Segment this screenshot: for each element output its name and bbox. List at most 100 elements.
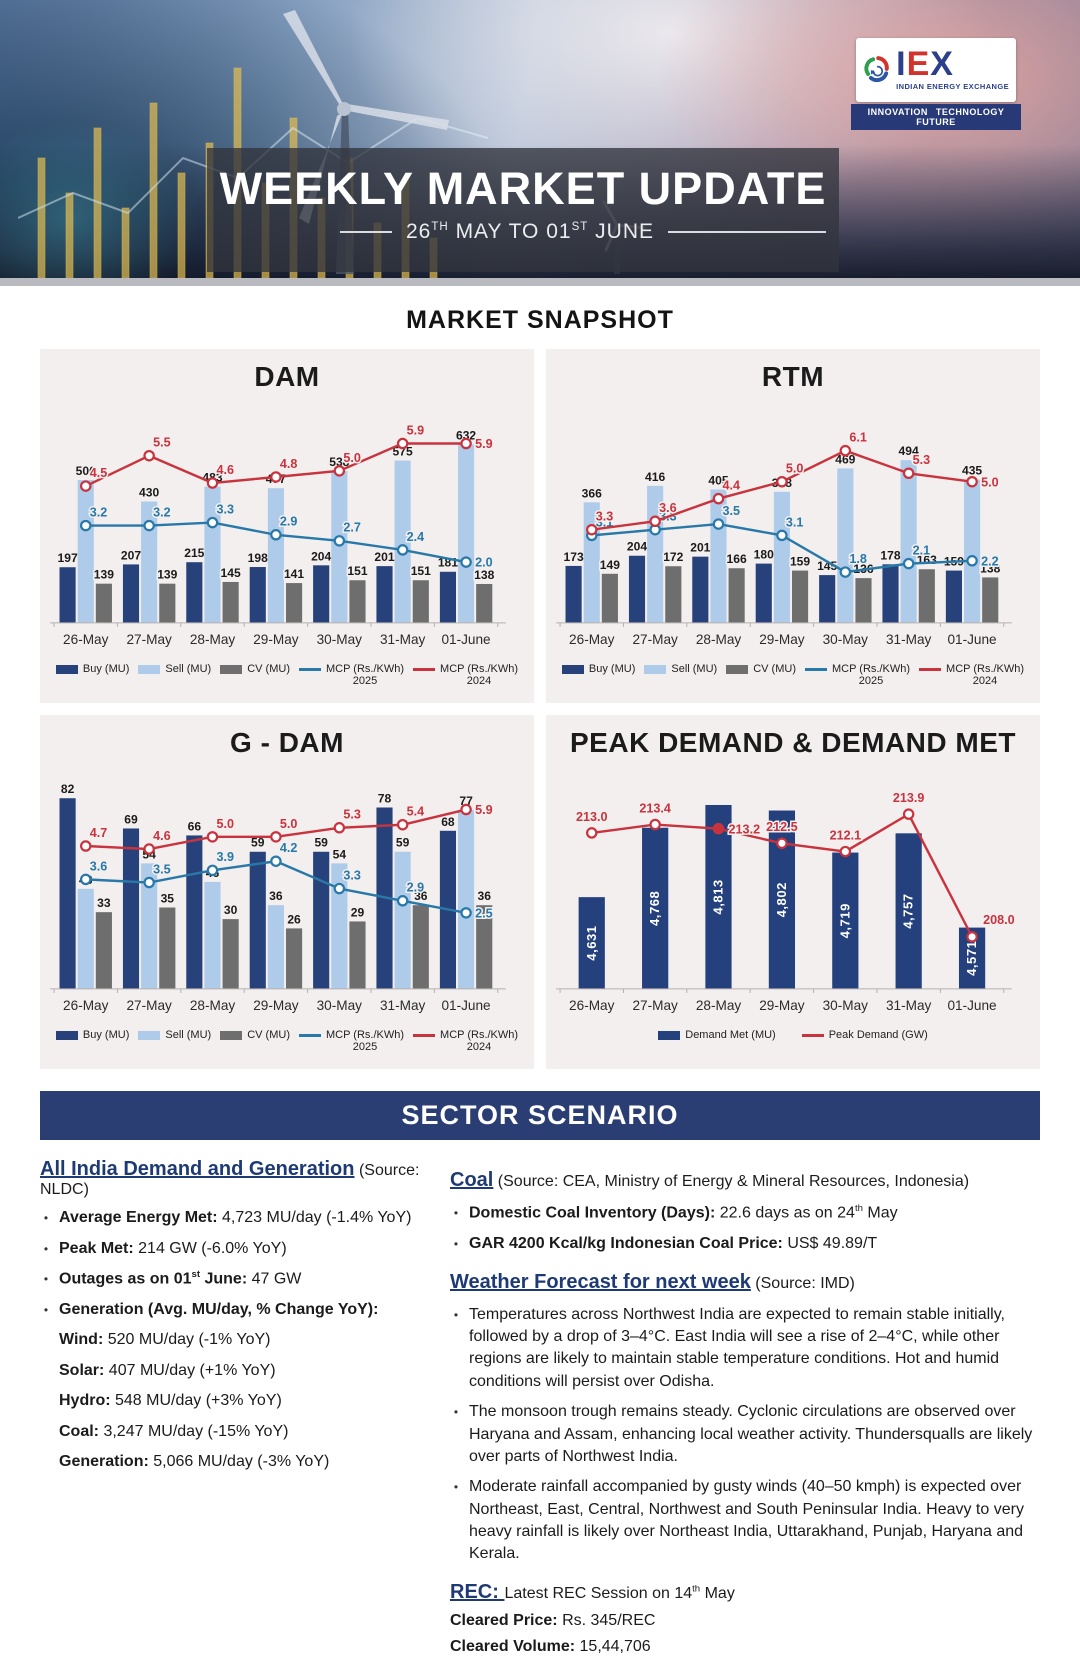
svg-text:31-May: 31-May — [380, 998, 426, 1013]
bar-series-cv-mu: 139 139 145 141 151 151 138 — [92, 563, 496, 623]
legend-item-mcp-rs-kwh-2025: MCP (Rs./KWh) 2025 — [299, 663, 404, 687]
svg-text:31-May: 31-May — [886, 632, 932, 647]
svg-text:405: 405 — [708, 473, 728, 487]
text-segment: Generation: — [59, 1452, 154, 1470]
svg-text:469: 469 — [835, 452, 855, 466]
dam-chart-legend: Buy (MU) Sell (MU) CV (MU) MCP (Rs./KWh) 202… — [46, 663, 528, 695]
list-item-text: Temperatures across Northwest India are … — [469, 1304, 1040, 1394]
text-segment: 520 MU/day (-1% YoY) — [107, 1331, 271, 1349]
text-segment: Outages as on 01 — [59, 1270, 192, 1288]
svg-text:01-June: 01-June — [947, 632, 996, 647]
svg-text:5.5: 5.5 — [153, 436, 171, 450]
peak-demand-chart-title: PEAK DEMAND & DEMAND MET — [570, 727, 1016, 759]
text-segment: 4,723 MU/day (-1.4% YoY) — [222, 1209, 412, 1227]
rtm-chart-legend: Buy (MU) Sell (MU) CV (MU) MCP (Rs./KWh) 202… — [552, 663, 1034, 695]
svg-text:180: 180 — [754, 548, 774, 562]
text-segment: Generation (Avg. MU/day, % Change YoY): — [59, 1300, 379, 1318]
list-item-text: GAR 4200 Kcal/kg Indonesian Coal Price: … — [469, 1233, 877, 1255]
legend-swatch — [138, 1031, 161, 1041]
iex-logo-card: IEX INDIAN ENERGY EXCHANGE — [856, 38, 1016, 102]
iex-swirl-icon — [864, 56, 889, 83]
list-item: • The monsoon trough remains steady. Cycl… — [450, 1401, 1040, 1468]
date-range: 26TH MAY TO 01ST JUNE — [406, 220, 654, 244]
legend-swatch — [299, 1034, 321, 1038]
legend-label: MCP (Rs./KWh) 2024 — [440, 663, 519, 688]
svg-text:207: 207 — [121, 548, 141, 562]
svg-text:159: 159 — [790, 555, 810, 569]
legend-label: Buy (MU) — [82, 663, 130, 676]
legend-label: MCP (Rs./KWh) 2024 — [440, 1029, 519, 1054]
svg-text:2.5: 2.5 — [475, 907, 493, 921]
svg-text:01-June: 01-June — [441, 998, 490, 1013]
svg-text:4,757: 4,757 — [901, 894, 916, 929]
svg-text:212.1: 212.1 — [830, 829, 862, 843]
subsection-heading: Coal (Source: CEA, Ministry of Energy & … — [450, 1166, 1040, 1194]
svg-text:366: 366 — [582, 486, 602, 500]
section-title-sector-scenario: SECTOR SCENARIO — [40, 1091, 1040, 1141]
bullet-dot: • — [43, 1211, 49, 1226]
list-item-text: Cleared Volume: 15,44,706 — [450, 1636, 651, 1658]
svg-text:27-May: 27-May — [126, 632, 172, 647]
legend-label: Buy (MU) — [82, 1029, 130, 1042]
svg-text:29: 29 — [351, 906, 365, 920]
svg-text:632: 632 — [456, 428, 476, 442]
svg-text:35: 35 — [161, 892, 175, 906]
legend-label: Sell (MU) — [165, 1029, 212, 1042]
legend-swatch — [55, 1031, 78, 1041]
svg-text:204: 204 — [627, 540, 647, 554]
divider-line-right — [668, 231, 827, 234]
text-segment: 26 — [405, 220, 432, 244]
text-segment: Rs. 345/REC — [562, 1611, 656, 1629]
svg-text:26-May: 26-May — [569, 632, 615, 647]
legend-item-mcp-rs-kwh-2025: MCP (Rs./KWh) 2025 — [299, 1029, 404, 1053]
text-segment: Solar: — [59, 1361, 109, 1379]
svg-text:28-May: 28-May — [696, 632, 742, 647]
legend-swatch — [138, 665, 161, 675]
list-item: Solar: 407 MU/day (+1% YoY) — [59, 1360, 428, 1382]
svg-text:33: 33 — [97, 896, 111, 910]
svg-text:36: 36 — [269, 889, 283, 903]
heading-all-india-demand: All India Demand and Generation (Source:… — [40, 1158, 428, 1199]
legend-swatch — [658, 1031, 681, 1041]
legend-label: Sell (MU) — [671, 663, 718, 676]
legend-item-buy-mu: Buy (MU) — [55, 663, 130, 676]
bar-series-demand-met-mu: 4,631 4,768 4,813 4,802 4,719 4,757 4,571 — [578, 805, 986, 990]
svg-text:2.7: 2.7 — [343, 521, 361, 535]
list-item: Generation: 5,066 MU/day (-3% YoY) — [59, 1451, 428, 1473]
svg-text:5.0: 5.0 — [786, 462, 804, 476]
list-item-text: Peak Met: 214 GW (-6.0% YoY) — [59, 1238, 287, 1260]
svg-text:3.3: 3.3 — [217, 502, 235, 516]
legend-item-cv-mu: CV (MU) — [220, 1029, 290, 1041]
list-item: • Domestic Coal Inventory (Days): 22.6 da… — [450, 1202, 1040, 1225]
svg-text:2.2: 2.2 — [981, 554, 999, 568]
legend-label: Demand Met (MU) — [685, 1029, 776, 1042]
text-segment: GAR 4200 Kcal/kg Indonesian Coal Price: — [469, 1235, 788, 1253]
list-item-text: Weather Forecast for next week (Source: … — [450, 1271, 855, 1293]
svg-text:3.5: 3.5 — [723, 504, 741, 518]
text-segment: (Source: IMD) — [750, 1274, 855, 1292]
svg-text:138: 138 — [474, 568, 494, 582]
dam-chart-title: DAM — [254, 361, 320, 392]
line-series-mcp-rs-kwh-2024: 4.7 4.6 5.0 5.0 5.3 5.4 5.9 — [79, 802, 494, 856]
svg-text:26: 26 — [287, 913, 301, 927]
list-item-text: Average Energy Met: 4,723 MU/day (-1.4% … — [59, 1207, 411, 1229]
all-india-demand-list: • Average Energy Met: 4,723 MU/day (-1.4%… — [40, 1207, 428, 1473]
svg-text:151: 151 — [347, 564, 367, 578]
svg-text:166: 166 — [727, 552, 747, 566]
legend-item-cv-mu: CV (MU) — [726, 663, 796, 675]
svg-text:28-May: 28-May — [190, 632, 236, 647]
bar-series-sell-mu: 43544636545977 — [77, 792, 475, 990]
svg-text:197: 197 — [57, 551, 77, 565]
svg-text:494: 494 — [899, 444, 919, 458]
svg-text:5.0: 5.0 — [981, 475, 999, 489]
legend-swatch — [726, 665, 749, 675]
text-segment: Coal — [450, 1169, 494, 1192]
peak-demand-chart: 4,631 4,768 4,813 4,802 4,719 4,757 4,571 26-Ma… — [552, 759, 1034, 1027]
legend-swatch — [413, 668, 436, 672]
svg-text:4.6: 4.6 — [153, 829, 171, 843]
svg-text:30: 30 — [224, 903, 238, 917]
svg-text:201: 201 — [374, 550, 394, 564]
svg-text:506: 506 — [76, 464, 96, 478]
svg-text:5.3: 5.3 — [913, 453, 931, 467]
